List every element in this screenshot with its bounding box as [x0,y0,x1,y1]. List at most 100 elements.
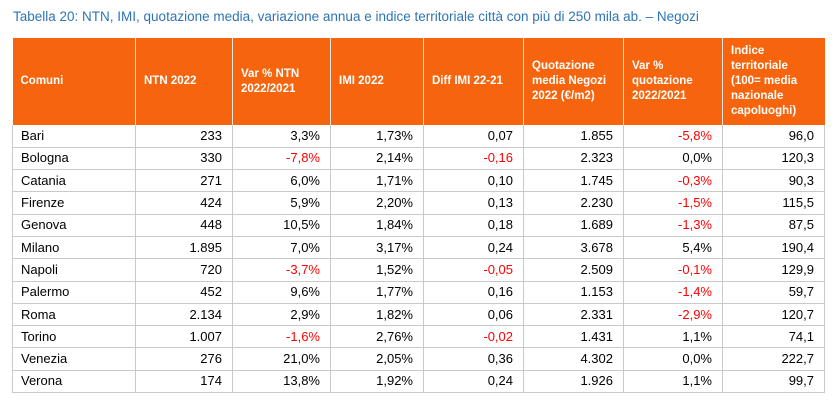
value-cell: 330 [135,147,233,171]
value-cell: 1,71% [330,169,424,193]
value-cell: 1.895 [135,236,233,260]
city-cell: Torino [12,325,136,349]
table-row: Verona 174 13,8% 1,92% 0,24 1.926 1,1% 99,7 [12,370,825,394]
value-cell: 448 [135,214,233,237]
value-cell: -0,05 [423,258,524,282]
column-header: Diff IMI 22-21 [423,38,524,125]
value-cell: 2,05% [330,347,424,371]
value-cell: -0,16 [423,147,524,171]
value-cell: 174 [135,370,233,394]
value-cell: 271 [135,169,233,193]
value-cell: -1,5% [623,191,723,215]
value-cell: -0,3% [623,169,723,193]
value-cell: 7,0% [232,236,331,260]
value-cell: 2.134 [135,303,233,327]
value-cell: 10,5% [232,214,331,237]
value-cell: -1,4% [623,281,723,304]
data-table: Comuni NTN 2022 Var % NTN 2022/2021 IMI 202… [12,38,825,394]
value-cell: 3,3% [232,125,331,148]
value-cell: 1,82% [330,303,424,327]
value-cell: 233 [135,125,233,148]
value-cell: 0,24 [423,236,524,260]
header-row: Comuni NTN 2022 Var % NTN 2022/2021 IMI 202… [12,38,825,125]
value-cell: 0,13 [423,191,524,215]
value-cell: -3,7% [232,258,331,282]
value-cell: 0,0% [623,347,723,371]
table-row: Palermo 452 9,6% 1,77% 0,16 1.153 -1,4% 59,7 [12,281,825,304]
value-cell: 0,36 [423,347,524,371]
value-cell: 129,9 [722,258,825,282]
value-cell: 0,07 [423,125,524,148]
city-cell: Venezia [12,347,136,371]
value-cell: 1.926 [523,370,624,394]
value-cell: 0,10 [423,169,524,193]
value-cell: 3.678 [523,236,624,260]
city-cell: Bari [12,125,136,148]
value-cell: 90,3 [722,169,825,193]
value-cell: 5,4% [623,236,723,260]
value-cell: 452 [135,281,233,304]
value-cell: 0,24 [423,370,524,394]
value-cell: 6,0% [232,169,331,193]
value-cell: 74,1 [722,325,825,349]
column-header: NTN 2022 [135,38,233,125]
value-cell: 59,7 [722,281,825,304]
table-row: Milano 1.895 7,0% 3,17% 0,24 3.678 5,4% 190,4 [12,236,825,260]
column-header: Quotazione media Negozi 2022 (€/m2) [523,38,624,125]
value-cell: 190,4 [722,236,825,260]
value-cell: 120,3 [722,147,825,171]
table-row: Bari 233 3,3% 1,73% 0,07 1.855 -5,8% 96,0 [12,125,825,148]
value-cell: 222,7 [722,347,825,371]
value-cell: 87,5 [722,214,825,237]
value-cell: 1.153 [523,281,624,304]
city-cell: Catania [12,169,136,193]
value-cell: -0,1% [623,258,723,282]
value-cell: 0,0% [623,147,723,171]
value-cell: 2.509 [523,258,624,282]
table-caption: Tabella 20: NTN, IMI, quotazione media, … [13,9,699,24]
value-cell: -0,02 [423,325,524,349]
city-cell: Genova [12,214,136,237]
value-cell: -5,8% [623,125,723,148]
table-body: Bari 233 3,3% 1,73% 0,07 1.855 -5,8% 96,0 Bologn… [12,125,825,394]
table-row: Venezia 276 21,0% 2,05% 0,36 4.302 0,0% 222,7 [12,347,825,371]
city-cell: Bologna [12,147,136,171]
value-cell: 1,73% [330,125,424,148]
value-cell: -1,3% [623,214,723,237]
table-row: Catania 271 6,0% 1,71% 0,10 1.745 -0,3% 90,3 [12,169,825,193]
value-cell: 1.007 [135,325,233,349]
table-row: Firenze 424 5,9% 2,20% 0,13 2.230 -1,5% 115,5 [12,191,825,215]
column-header: Var % quotazione 2022/2021 [623,38,723,125]
value-cell: 1,92% [330,370,424,394]
value-cell: 424 [135,191,233,215]
value-cell: 1.689 [523,214,624,237]
value-cell: 2.331 [523,303,624,327]
value-cell: 2,9% [232,303,331,327]
value-cell: 1.745 [523,169,624,193]
city-cell: Verona [12,370,136,394]
table-row: Roma 2.134 2,9% 1,82% 0,06 2.331 -2,9% 120,7 [12,303,825,327]
value-cell: -1,6% [232,325,331,349]
value-cell: 2,14% [330,147,424,171]
column-header: Comuni [12,38,136,125]
value-cell: 5,9% [232,191,331,215]
column-header: Var % NTN 2022/2021 [232,38,331,125]
table-row: Bologna 330 -7,8% 2,14% -0,16 2.323 0,0% 120,3 [12,147,825,171]
column-header: Indice territoriale (100= media nazional… [722,38,825,125]
value-cell: 0,18 [423,214,524,237]
value-cell: 99,7 [722,370,825,394]
city-cell: Palermo [12,281,136,304]
value-cell: 2.323 [523,147,624,171]
value-cell: 9,6% [232,281,331,304]
value-cell: 120,7 [722,303,825,327]
value-cell: 1,52% [330,258,424,282]
value-cell: 1,1% [623,325,723,349]
value-cell: 13,8% [232,370,331,394]
city-cell: Napoli [12,258,136,282]
value-cell: 1,77% [330,281,424,304]
value-cell: 4.302 [523,347,624,371]
value-cell: 0,16 [423,281,524,304]
city-cell: Milano [12,236,136,260]
value-cell: 1,1% [623,370,723,394]
